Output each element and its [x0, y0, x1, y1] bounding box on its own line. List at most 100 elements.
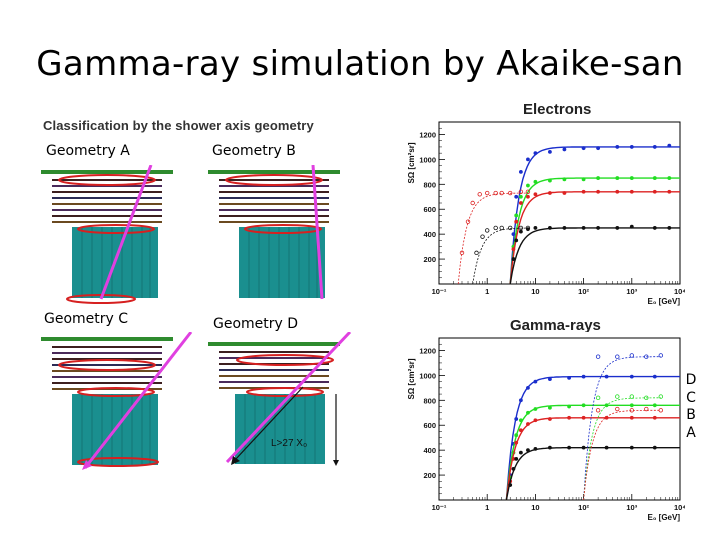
data-point [533, 192, 538, 197]
data-point [533, 418, 538, 423]
data-point-open [644, 395, 649, 401]
data-point-open [658, 408, 664, 413]
legend-letter-d: D [685, 372, 697, 388]
data-point [567, 404, 571, 409]
geometry-b-label: Geometry B [212, 143, 296, 159]
geometry-b-diagram [208, 165, 340, 300]
legend-letter-a: A [686, 424, 696, 441]
data-point-open [644, 354, 649, 359]
data-point [652, 403, 657, 408]
data-point-open [615, 406, 620, 412]
data-point [629, 445, 634, 450]
data-point [518, 398, 523, 403]
data-point [667, 176, 672, 180]
data-point [511, 257, 516, 261]
data-point [526, 410, 530, 415]
data-point-open [493, 225, 498, 231]
data-point [567, 375, 571, 380]
geometry-c-diagram [41, 332, 193, 470]
series-line-d [509, 146, 680, 285]
series-line-d [505, 375, 680, 501]
x-tick-label: 10⁴ [674, 287, 685, 296]
data-point [518, 229, 523, 234]
data-point-open [595, 408, 601, 413]
y-tick-label: 400 [423, 230, 436, 239]
data-point [548, 377, 552, 382]
x-tick-label: 1 [485, 287, 489, 296]
data-point [533, 447, 538, 451]
data-point [596, 189, 601, 194]
data-point-open [615, 354, 620, 359]
shower-axis [99, 165, 153, 300]
x-tick-label: 10³ [626, 503, 637, 512]
data-point [533, 179, 538, 184]
data-point [615, 226, 620, 230]
data-point [508, 483, 513, 487]
data-point [581, 403, 586, 408]
series-line-b [509, 191, 680, 285]
data-point [652, 226, 657, 230]
data-point [615, 145, 620, 149]
y-tick-label: 200 [423, 255, 436, 264]
path-length-annotation: L>27 X₀ [271, 438, 307, 449]
data-point [596, 146, 601, 151]
data-point [533, 151, 538, 156]
x-tick-label: 10⁻¹ [432, 287, 447, 296]
data-point [581, 146, 586, 151]
y-tick-label: 200 [423, 471, 436, 480]
x-tick-label: 10³ [626, 287, 637, 296]
data-point [581, 445, 586, 450]
data-point [511, 456, 516, 461]
y-tick-label: 600 [423, 205, 436, 214]
x-tick-label: 1 [485, 503, 489, 512]
data-point [562, 226, 567, 230]
data-point-open [629, 394, 634, 399]
x-axis-label: E₀ [GeV] [648, 297, 681, 306]
data-point [652, 145, 657, 149]
x-axis-label: E₀ [GeV] [648, 513, 681, 522]
series-line-b-open [457, 192, 528, 285]
gamma-rays-plot-title: Gamma-rays [510, 317, 601, 334]
data-point-open [595, 354, 601, 359]
y-tick-label: 800 [423, 180, 436, 189]
data-point [562, 147, 567, 152]
data-point-open [525, 189, 531, 194]
data-point-open [499, 190, 504, 196]
data-point [596, 226, 601, 230]
data-point [629, 176, 634, 180]
data-point [615, 176, 620, 180]
data-point [629, 189, 634, 194]
data-point-open [477, 192, 482, 197]
electrons-plot-title: Electrons [523, 101, 592, 118]
data-point-open [518, 189, 524, 194]
data-point [652, 445, 657, 450]
x-tick-label: 10⁴ [674, 503, 685, 512]
series-line-d-open [583, 356, 661, 501]
x-tick-label: 10⁻¹ [432, 503, 447, 512]
series-line-b [505, 417, 680, 501]
data-point-open [470, 200, 475, 206]
y-tick-label: 1000 [419, 155, 436, 164]
data-point [581, 374, 586, 379]
geometry-d-label: Geometry D [213, 316, 299, 332]
data-point [548, 226, 552, 230]
data-point [526, 385, 530, 390]
data-point-open [615, 394, 620, 399]
data-point [652, 189, 657, 194]
data-point [615, 189, 620, 194]
legend-letter-b: B [686, 407, 696, 423]
data-point-open [518, 225, 524, 231]
data-point [629, 145, 634, 149]
data-point-open [629, 408, 634, 413]
y-tick-label: 1000 [419, 371, 436, 380]
data-point [667, 189, 672, 194]
data-point [511, 247, 516, 252]
data-point [526, 194, 530, 199]
series-line-a [509, 227, 680, 285]
data-point-open [658, 394, 664, 399]
data-point [514, 238, 519, 243]
data-point [548, 191, 552, 195]
data-point-open [465, 219, 471, 224]
